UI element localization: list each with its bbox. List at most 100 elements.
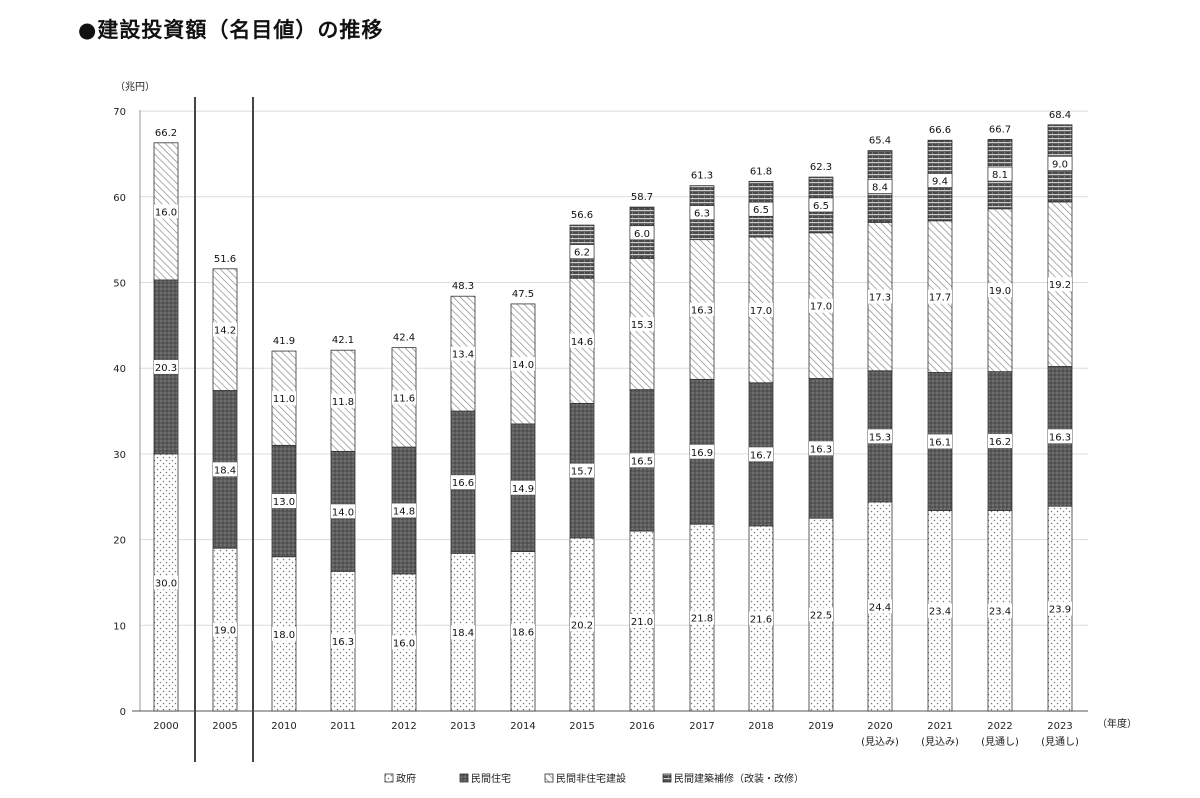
- data-label-bg: [868, 599, 892, 614]
- data-label-bg: [630, 453, 654, 468]
- x-tick-note: (見込み): [921, 736, 959, 748]
- y-tick-label: 0: [120, 707, 126, 718]
- data-label-bg: [987, 166, 1013, 182]
- data-label: 15.7: [571, 467, 593, 478]
- data-label-bg: [451, 346, 475, 361]
- data-label: 11.6: [393, 393, 415, 404]
- data-label-bg: [511, 480, 535, 495]
- data-label-bg: [809, 607, 833, 622]
- data-label: 19.0: [989, 286, 1011, 297]
- data-label: 16.3: [810, 444, 832, 455]
- data-label: 16.0: [393, 638, 415, 649]
- page-title: ●建設投資額（名目値）の推移: [78, 18, 384, 42]
- total-label: 56.6: [571, 210, 593, 221]
- data-label: 20.2: [571, 620, 593, 631]
- data-label-bg: [690, 302, 714, 317]
- x-tick-label: 2019: [808, 721, 833, 732]
- total-label: 68.4: [1049, 110, 1071, 121]
- y-tick-label: 40: [113, 364, 126, 375]
- data-label: 23.4: [989, 607, 1011, 618]
- data-label-bg: [511, 624, 535, 639]
- total-label: 41.9: [273, 336, 295, 347]
- data-label-bg: [392, 503, 416, 518]
- data-label-bg: [392, 390, 416, 405]
- y-tick-label: 20: [113, 536, 126, 547]
- data-label-bg: [629, 225, 655, 241]
- data-label: 9.4: [932, 177, 948, 188]
- data-label-bg: [272, 494, 296, 509]
- x-tick-label: 2000: [153, 721, 178, 732]
- data-label-bg: [570, 617, 594, 632]
- x-tick-label: 2017: [689, 721, 714, 732]
- data-label-bg: [331, 393, 355, 408]
- data-label: 18.4: [452, 628, 474, 639]
- data-label-bg: [331, 634, 355, 649]
- data-label-bg: [808, 197, 834, 213]
- data-label: 16.0: [155, 207, 177, 218]
- data-label-bg: [1048, 277, 1072, 292]
- data-label: 8.4: [872, 183, 888, 194]
- data-label: 18.0: [273, 630, 295, 641]
- x-tick-label: 2011: [330, 721, 355, 732]
- data-label: 9.0: [1052, 159, 1068, 170]
- total-label: 66.2: [155, 128, 177, 139]
- data-label-bg: [749, 611, 773, 626]
- data-label-bg: [749, 302, 773, 317]
- data-label-bg: [1048, 429, 1072, 444]
- data-label: 18.4: [214, 465, 236, 476]
- total-label: 66.7: [989, 124, 1011, 135]
- data-label: 16.9: [691, 448, 713, 459]
- data-label-bg: [867, 179, 893, 194]
- data-label: 15.3: [631, 320, 653, 331]
- y-tick-label: 50: [113, 279, 126, 290]
- data-label: 11.0: [273, 394, 295, 405]
- data-label: 14.0: [512, 360, 534, 371]
- x-tick-label: 2005: [212, 721, 237, 732]
- data-label: 14.9: [512, 484, 534, 495]
- data-label: 21.6: [750, 614, 772, 625]
- data-label-bg: [689, 205, 715, 220]
- data-label: 30.0: [155, 578, 177, 589]
- data-label-bg: [809, 298, 833, 313]
- data-label-bg: [868, 429, 892, 444]
- x-tick-label: 2010: [271, 721, 296, 732]
- y-tick-label: 30: [113, 450, 126, 461]
- total-label: 61.3: [691, 171, 713, 182]
- data-label: 23.9: [1049, 605, 1071, 616]
- data-label: 21.0: [631, 617, 653, 628]
- data-label-bg: [451, 475, 475, 490]
- data-label-bg: [988, 603, 1012, 618]
- x-tick-label: 2015: [569, 721, 594, 732]
- data-label: 17.7: [929, 293, 951, 304]
- data-label-bg: [154, 575, 178, 590]
- total-label: 51.6: [214, 254, 236, 265]
- data-label: 14.8: [393, 506, 415, 517]
- data-label-bg: [927, 173, 953, 188]
- legend-swatch-dots: [384, 773, 394, 783]
- x-tick-label: 2020: [867, 721, 892, 732]
- total-label: 66.6: [929, 125, 951, 136]
- data-label-bg: [928, 434, 952, 449]
- total-label: 61.8: [750, 166, 772, 177]
- data-label: 6.0: [634, 229, 650, 240]
- data-label-bg: [809, 441, 833, 456]
- data-label: 23.4: [929, 607, 951, 618]
- data-label-bg: [213, 322, 237, 337]
- data-label-bg: [569, 244, 595, 259]
- legend: 政府 民間住宅 民間非住宅建設 民間建築補修（改装・改修）: [384, 772, 804, 785]
- data-label-bg: [213, 462, 237, 477]
- x-tick-label: 2022: [987, 721, 1012, 732]
- x-tick-note: (見込み): [861, 736, 899, 748]
- data-label: 15.3: [869, 432, 891, 443]
- y-tick-label: 70: [113, 107, 126, 118]
- data-label: 16.1: [929, 437, 951, 448]
- x-tick-label: 2018: [748, 721, 773, 732]
- data-label: 22.5: [810, 611, 832, 622]
- total-label: 42.1: [332, 335, 354, 346]
- data-label-bg: [213, 622, 237, 637]
- data-label: 21.8: [691, 614, 713, 625]
- total-label: 58.7: [631, 192, 653, 203]
- y-tick-label: 10: [113, 621, 126, 632]
- data-label: 14.2: [214, 326, 236, 337]
